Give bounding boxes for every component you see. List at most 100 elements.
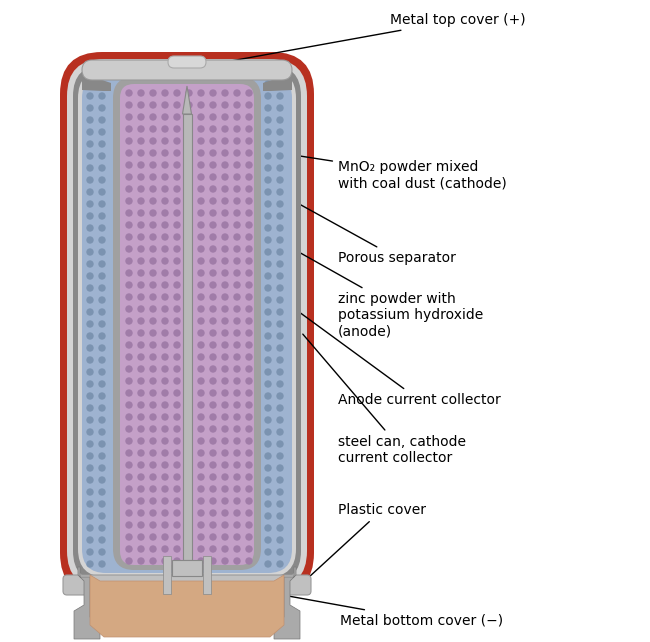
Circle shape: [87, 369, 93, 375]
Circle shape: [277, 129, 283, 135]
Circle shape: [87, 357, 93, 363]
Circle shape: [186, 138, 192, 144]
Circle shape: [222, 258, 228, 264]
Circle shape: [234, 390, 240, 396]
Circle shape: [150, 318, 156, 324]
Circle shape: [246, 486, 252, 492]
Circle shape: [277, 225, 283, 231]
Circle shape: [222, 522, 228, 528]
Circle shape: [138, 414, 144, 420]
Circle shape: [126, 270, 132, 276]
Circle shape: [99, 117, 105, 123]
Circle shape: [265, 369, 271, 375]
Circle shape: [210, 558, 216, 564]
Circle shape: [162, 366, 168, 372]
Text: Metal bottom cover (−): Metal bottom cover (−): [229, 586, 503, 627]
Circle shape: [198, 510, 204, 516]
Circle shape: [265, 273, 271, 279]
Circle shape: [99, 381, 105, 387]
Circle shape: [265, 321, 271, 327]
Circle shape: [126, 222, 132, 228]
Circle shape: [126, 198, 132, 204]
Circle shape: [162, 222, 168, 228]
Circle shape: [234, 426, 240, 432]
Circle shape: [99, 501, 105, 507]
Circle shape: [99, 513, 105, 519]
Circle shape: [162, 258, 168, 264]
Circle shape: [186, 234, 192, 240]
Circle shape: [126, 234, 132, 240]
Circle shape: [234, 174, 240, 180]
Circle shape: [277, 465, 283, 471]
Circle shape: [126, 558, 132, 564]
Polygon shape: [82, 76, 111, 91]
Circle shape: [126, 462, 132, 468]
Circle shape: [138, 390, 144, 396]
Circle shape: [150, 546, 156, 552]
Circle shape: [87, 549, 93, 555]
Circle shape: [138, 270, 144, 276]
Circle shape: [162, 138, 168, 144]
Circle shape: [126, 90, 132, 96]
Circle shape: [246, 102, 252, 108]
Circle shape: [126, 474, 132, 480]
Circle shape: [150, 138, 156, 144]
Circle shape: [99, 309, 105, 315]
Circle shape: [222, 114, 228, 120]
Circle shape: [198, 186, 204, 192]
Circle shape: [222, 198, 228, 204]
Circle shape: [150, 282, 156, 288]
Circle shape: [210, 522, 216, 528]
Circle shape: [234, 114, 240, 120]
Circle shape: [126, 150, 132, 156]
Circle shape: [198, 198, 204, 204]
Circle shape: [150, 330, 156, 336]
Circle shape: [150, 522, 156, 528]
Circle shape: [174, 174, 180, 180]
Circle shape: [198, 306, 204, 312]
Circle shape: [162, 546, 168, 552]
Circle shape: [265, 381, 271, 387]
Circle shape: [87, 189, 93, 195]
Circle shape: [186, 150, 192, 156]
Circle shape: [150, 366, 156, 372]
Circle shape: [198, 390, 204, 396]
Circle shape: [246, 426, 252, 432]
Circle shape: [186, 306, 192, 312]
Circle shape: [277, 405, 283, 411]
Circle shape: [162, 522, 168, 528]
Circle shape: [198, 486, 204, 492]
Circle shape: [222, 186, 228, 192]
Circle shape: [186, 486, 192, 492]
Circle shape: [265, 405, 271, 411]
Circle shape: [222, 354, 228, 360]
Circle shape: [162, 330, 168, 336]
Circle shape: [174, 462, 180, 468]
Circle shape: [87, 273, 93, 279]
Circle shape: [162, 246, 168, 252]
Circle shape: [186, 402, 192, 408]
Circle shape: [99, 417, 105, 423]
Circle shape: [150, 246, 156, 252]
Circle shape: [198, 150, 204, 156]
Circle shape: [222, 498, 228, 504]
Circle shape: [198, 414, 204, 420]
Circle shape: [198, 210, 204, 216]
Circle shape: [210, 174, 216, 180]
Circle shape: [186, 126, 192, 132]
Circle shape: [126, 330, 132, 336]
Circle shape: [198, 330, 204, 336]
Circle shape: [210, 450, 216, 456]
Circle shape: [138, 210, 144, 216]
Circle shape: [126, 114, 132, 120]
Circle shape: [246, 378, 252, 384]
Circle shape: [222, 306, 228, 312]
Circle shape: [210, 486, 216, 492]
FancyBboxPatch shape: [82, 60, 292, 80]
Circle shape: [186, 114, 192, 120]
Circle shape: [162, 210, 168, 216]
Circle shape: [277, 237, 283, 243]
Circle shape: [126, 186, 132, 192]
Circle shape: [246, 210, 252, 216]
Circle shape: [222, 534, 228, 540]
